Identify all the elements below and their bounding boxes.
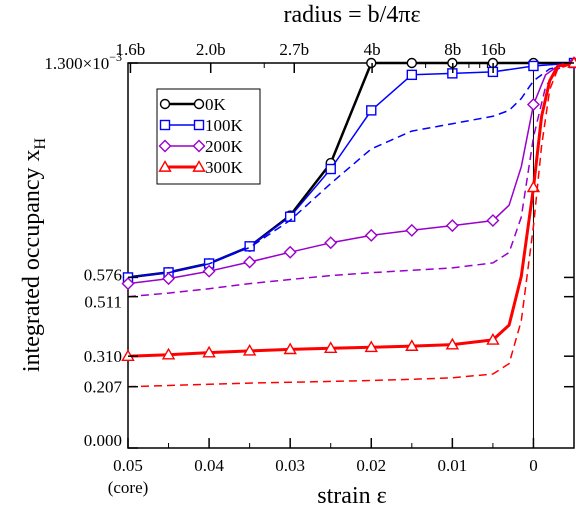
y-tick-label: 0.310 [84,347,122,366]
data-point [202,345,216,358]
data-point [193,98,205,110]
y-axis-title-main: integrated occupancy x [19,150,45,373]
data-point [405,339,419,351]
series-dashed-line [127,62,575,388]
data-point [192,160,206,172]
x-tick-label: 0.05 [113,456,143,475]
y-tick-value: 1.300×10 [44,54,109,73]
data-point [486,332,500,345]
legend-label: 200K [205,137,244,156]
legend-label: 0K [205,95,227,114]
data-point [528,60,539,72]
data-point [243,255,257,269]
data-point [202,264,216,278]
data-point [445,337,460,350]
y-axis-title-sub: H [32,138,49,150]
data-point [158,160,172,172]
data-point [324,236,338,250]
top-tick-label: 2.0b [196,40,226,59]
legend-item-100k: 100K [159,116,244,135]
y-tick-value: 0.576 [84,265,122,284]
legend-label: 300K [205,158,244,177]
x-axis-title: strain ε [317,483,386,509]
series-6-dashed [127,62,575,388]
x-tick-sublabel: (core) [108,478,149,497]
top-tick-label: 2.7b [279,40,309,59]
data-point [192,139,206,153]
series-dashed-line [127,62,575,298]
legend: 0K 100K 200K 300K [156,88,261,185]
y-tick-value: 0.310 [84,347,122,366]
series-layer [121,56,576,388]
x-tick-label: 0.03 [275,456,305,475]
data-point [283,342,297,355]
top-tick-label: 16b [480,40,506,59]
x-tick-label: 0.04 [194,456,224,475]
top-tick-label: 8b [444,40,461,59]
data-point [364,228,378,242]
data-point [366,105,377,116]
data-point [406,69,418,81]
top-tick-label: 1.6b [116,40,146,59]
x-tick-label: 0 [529,456,538,475]
y-tick-exponent: −3 [109,50,122,64]
x-tick-label: 0.01 [437,456,467,475]
y-tick-value: 0.000 [84,431,122,450]
data-point [526,97,540,111]
series-line [127,62,575,279]
legend-items: 0K 100K 200K 300K [158,95,244,177]
y-tick-label: 0.207 [84,378,123,397]
y-tick-value: 0.511 [84,293,122,312]
data-point [244,241,255,252]
y-tick-value: 0.207 [84,378,123,397]
data-point [526,180,541,193]
data-point [486,214,500,228]
y-axis-title: integrated occupancy xH [19,138,49,373]
y-tick-label: 0.576 [84,265,122,284]
data-point [283,245,297,259]
legend-item-200k: 200K [158,137,244,156]
data-point [121,277,135,291]
data-point [162,272,176,286]
legend-label: 100K [205,116,244,135]
y-tick-label: 1.300×10−3 [44,50,122,73]
data-point [159,119,171,131]
x-tick-label: 0.02 [356,456,386,475]
data-point [242,343,257,356]
top-tick-label: 4b [364,40,381,59]
ticks-layer: 0.05 (core) 0.04 0.03 0.02 0.01 0 1.6b 2.0b 2.7b 4… [44,40,574,497]
data-point [405,223,419,237]
data-point [325,163,336,175]
y-tick-label: 0.511 [84,293,122,312]
series-5-300k [121,56,576,362]
series-line [127,62,575,285]
y-tick-label: 0.000 [84,431,122,450]
data-point [161,347,176,360]
legend-item-0k: 0K [159,95,227,114]
series-4-dashed [127,62,575,298]
series-2-dashed [127,62,575,279]
data-point [159,98,171,110]
data-point [193,119,205,131]
data-point [366,57,377,69]
data-point [406,57,418,69]
legend-item-300k: 300K [158,158,244,177]
top-axis-title: radius = b/4πε [283,2,420,28]
data-point [364,340,378,353]
series-dashed-line [127,62,575,279]
data-point [158,139,172,153]
data-point [324,341,338,354]
series-3-200k [121,56,576,291]
data-point [445,219,459,233]
